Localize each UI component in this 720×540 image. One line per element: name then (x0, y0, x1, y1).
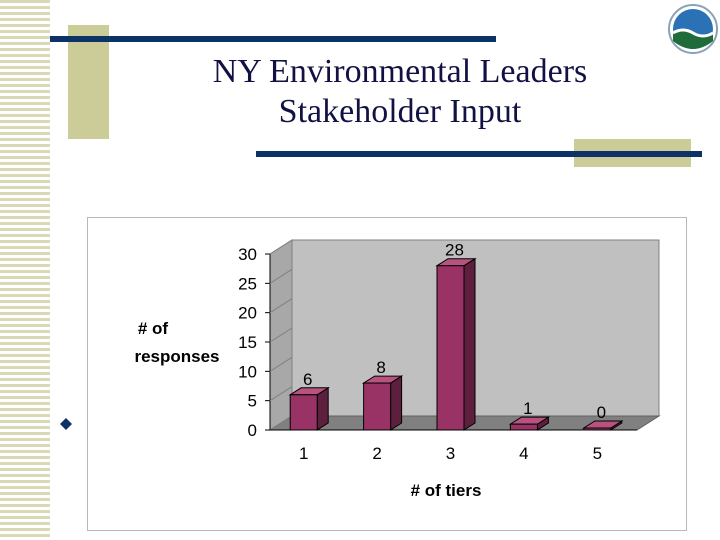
title-line-1: NY Environmental Leaders (212, 53, 588, 90)
y-tick-label: 25 (238, 274, 257, 293)
y-tick-label: 10 (238, 362, 257, 381)
y-tick-label: 30 (238, 245, 257, 264)
left-stripe-decoration (0, 0, 50, 540)
bar (289, 394, 318, 431)
data-label: 6 (303, 370, 312, 389)
y-tick-label: 5 (248, 392, 257, 411)
x-tick-label: 3 (446, 444, 455, 463)
y-axis-title-line-2: responses (134, 347, 219, 366)
x-tick-label: 4 (519, 444, 528, 463)
y-tick-label: 20 (238, 304, 257, 323)
data-label: 0 (597, 403, 606, 422)
data-label: 8 (376, 358, 385, 377)
agency-emblem-icon (668, 4, 718, 54)
bar-side (463, 257, 476, 431)
top-rule (50, 36, 496, 42)
title-line-2: Stakeholder Input (278, 93, 522, 130)
y-gridline-depth (269, 298, 293, 314)
diamond-bullet-icon (60, 418, 72, 430)
gold-accent-block (68, 25, 109, 139)
data-label: 28 (445, 241, 464, 260)
slide-title: NY Environmental Leaders Stakeholder Inp… (110, 52, 690, 132)
bar (436, 265, 465, 431)
bar (363, 382, 392, 431)
y-gridline-depth (269, 386, 293, 402)
bottom-rule (256, 151, 702, 157)
y-gridline-depth (269, 356, 293, 372)
y-gridline-depth (269, 415, 293, 431)
data-label: 1 (523, 399, 532, 418)
y-tick-label: 15 (238, 333, 257, 352)
x-tick-label: 2 (372, 444, 381, 463)
bar-side (390, 375, 403, 431)
y-axis-title-line-1: # of (138, 319, 169, 338)
y-axis: 0 5 10 15 20 25 30 (238, 239, 293, 440)
y-gridline-depth (269, 239, 293, 255)
y-tick-label: 0 (248, 421, 257, 440)
chart-bars: 6 8 28 1 0 (288, 241, 624, 431)
x-axis-title: # of tiers (411, 481, 482, 500)
y-gridline-depth (269, 268, 293, 284)
y-gridline-depth (269, 327, 293, 343)
bar (509, 423, 538, 431)
x-tick-label: 5 (593, 444, 602, 463)
x-tick-label: 1 (299, 444, 308, 463)
x-axis: 1 2 3 4 5 (270, 429, 637, 463)
